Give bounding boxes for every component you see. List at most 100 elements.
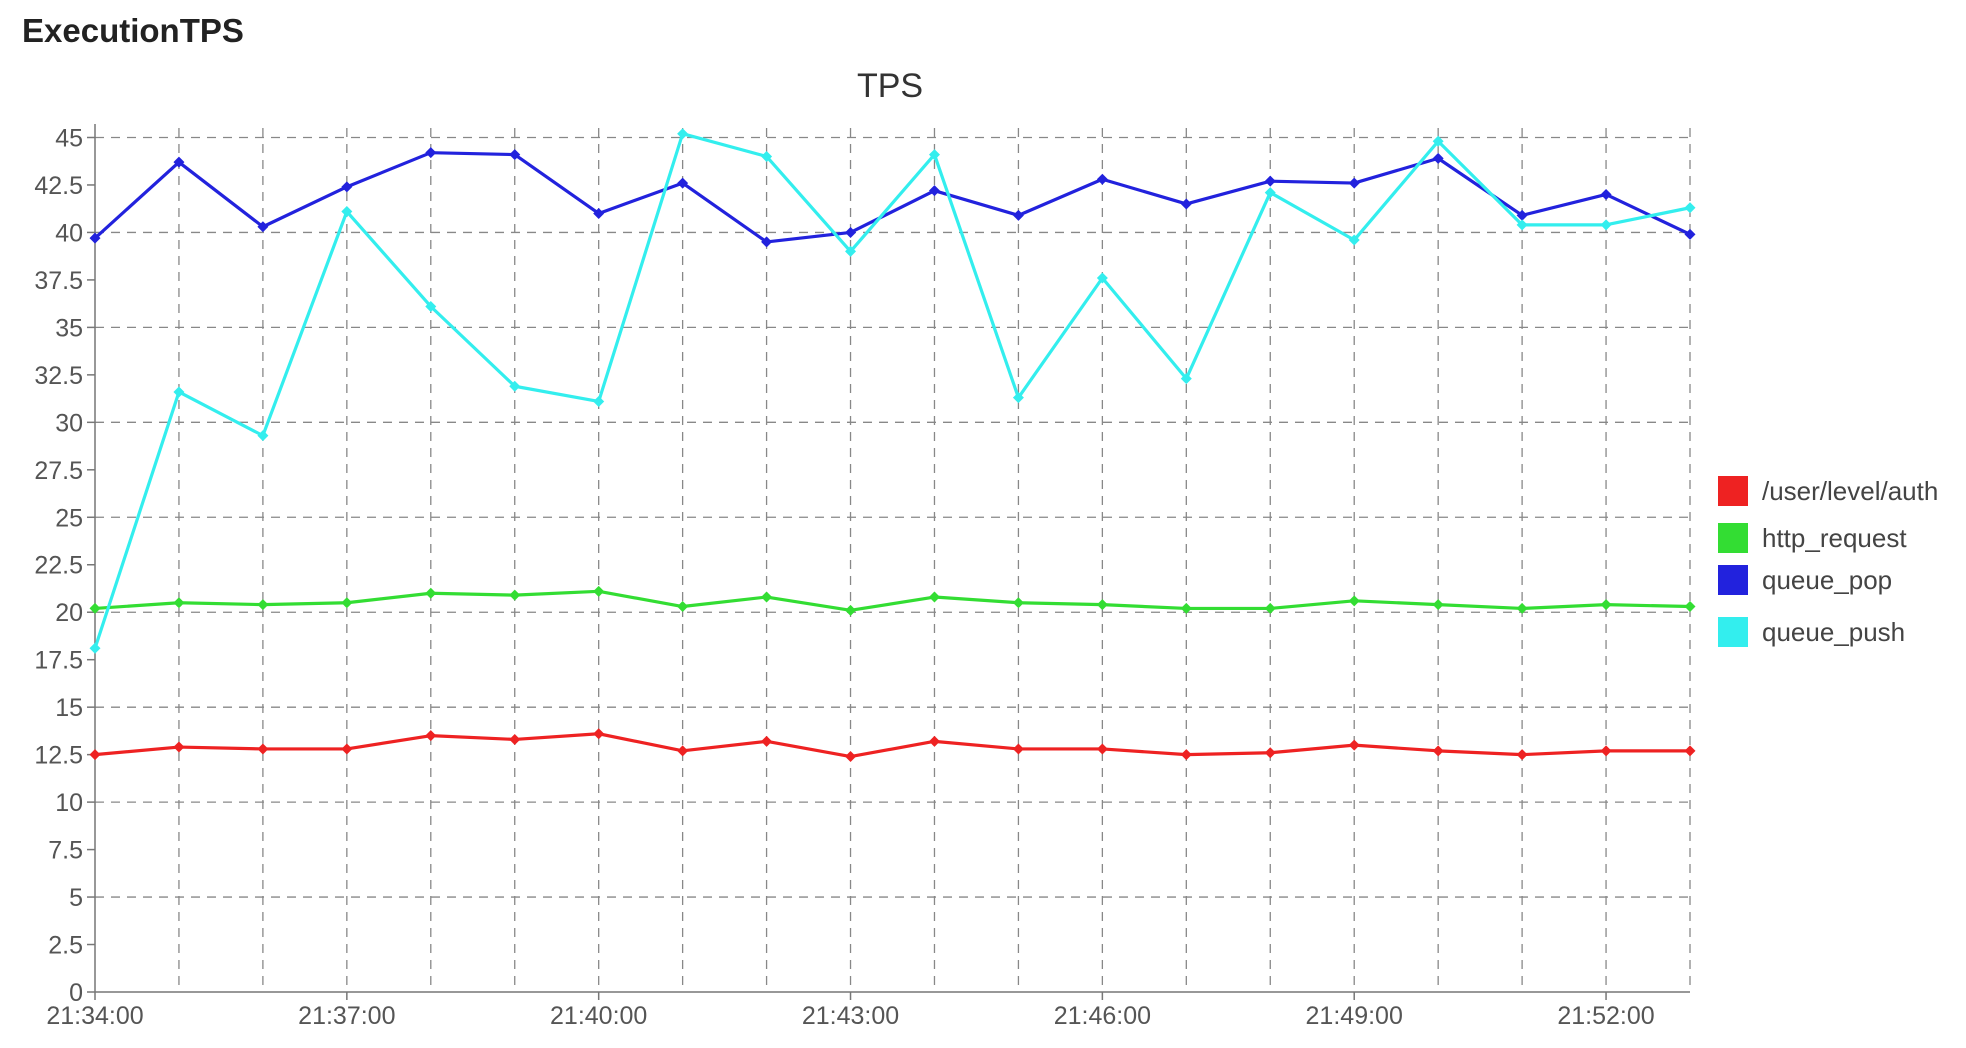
series-point bbox=[509, 589, 521, 601]
y-tick-label: 2.5 bbox=[48, 932, 83, 960]
legend-label: queue_push bbox=[1762, 617, 1905, 647]
series-point bbox=[173, 156, 185, 168]
series-point bbox=[761, 236, 773, 248]
y-tick-label: 35 bbox=[55, 314, 83, 342]
series-point bbox=[1096, 599, 1108, 611]
series-point bbox=[341, 743, 353, 755]
series-point bbox=[1012, 392, 1024, 404]
series-point bbox=[1684, 601, 1696, 613]
legend-swatch bbox=[1718, 476, 1748, 506]
series-point bbox=[677, 601, 689, 613]
series-point bbox=[1348, 177, 1360, 189]
series-point bbox=[425, 300, 437, 312]
series-line-2 bbox=[93, 151, 1691, 244]
series-point bbox=[1348, 595, 1360, 607]
series-point bbox=[341, 597, 353, 609]
series-point bbox=[593, 395, 605, 407]
series-point bbox=[1432, 745, 1444, 757]
series-point bbox=[593, 585, 605, 597]
series-line-1 bbox=[94, 589, 1691, 612]
x-axis-ticks: 21:34:00 21:37:00 21:40:00 21:43:00 21:46:00… bbox=[46, 992, 1655, 1030]
x-tick-label: 21:49:00 bbox=[1306, 1002, 1403, 1030]
series-point bbox=[1684, 745, 1696, 757]
series-point bbox=[677, 177, 689, 189]
series-point bbox=[425, 730, 437, 742]
series-point bbox=[509, 380, 521, 392]
y-tick-label: 10 bbox=[55, 789, 83, 817]
series-point bbox=[1180, 198, 1192, 210]
series-point bbox=[1180, 602, 1192, 614]
series-point bbox=[845, 604, 857, 616]
x-tick-label: 21:46:00 bbox=[1054, 1002, 1151, 1030]
y-tick-label: 27.5 bbox=[34, 457, 83, 485]
series-line-0 bbox=[94, 732, 1690, 759]
y-tick-label: 0 bbox=[69, 979, 83, 1007]
y-tick-label: 5 bbox=[69, 884, 83, 912]
series-point bbox=[1432, 135, 1444, 147]
y-axis-ticks: 0 2.5 5 7.5 10 12.5 15 17.5 20 22.5 25 27.5 30 32.5 35… bbox=[34, 124, 95, 1007]
y-tick-label: 40 bbox=[55, 219, 83, 247]
series-line-3 bbox=[93, 132, 1691, 649]
series-point bbox=[1180, 749, 1192, 761]
series-point bbox=[928, 149, 940, 161]
page-title: ExecutionTPS bbox=[22, 12, 244, 49]
series-point bbox=[845, 245, 857, 257]
legend-swatch bbox=[1718, 565, 1748, 595]
series-point bbox=[761, 150, 773, 162]
legend-label: http_request bbox=[1762, 523, 1907, 553]
series-point bbox=[1264, 747, 1276, 759]
series-point bbox=[593, 207, 605, 219]
y-tick-label: 37.5 bbox=[34, 267, 83, 295]
series-point bbox=[1264, 175, 1276, 187]
series-point bbox=[1432, 599, 1444, 611]
legend-label: queue_pop bbox=[1762, 565, 1892, 595]
series-point bbox=[761, 735, 773, 747]
y-tick-label: 30 bbox=[55, 409, 83, 437]
series-point bbox=[1264, 187, 1276, 199]
y-tick-label: 15 bbox=[55, 694, 83, 722]
series-point bbox=[257, 430, 269, 442]
legend: /user/level/auth http_request queue_popque… bbox=[1718, 476, 1938, 647]
series-point bbox=[1600, 599, 1612, 611]
series-point bbox=[1432, 152, 1444, 164]
y-tick-label: 25 bbox=[55, 504, 83, 532]
series-point bbox=[1012, 743, 1024, 755]
series-point bbox=[89, 749, 101, 761]
y-tick-label: 42.5 bbox=[34, 172, 83, 200]
series-point bbox=[1516, 219, 1528, 231]
series-point bbox=[1600, 745, 1612, 757]
axes bbox=[94, 124, 1690, 993]
series-point bbox=[1516, 602, 1528, 614]
series-point bbox=[1264, 602, 1276, 614]
legend-swatch bbox=[1718, 523, 1748, 553]
series-point bbox=[257, 599, 269, 611]
series-point bbox=[173, 741, 185, 753]
series-point bbox=[89, 642, 101, 654]
series-point bbox=[1600, 219, 1612, 231]
series bbox=[89, 128, 1696, 763]
series-point bbox=[1012, 209, 1024, 221]
series-point bbox=[1096, 272, 1108, 284]
series-point bbox=[425, 587, 437, 599]
x-tick-label: 21:37:00 bbox=[298, 1002, 395, 1030]
series-point bbox=[845, 751, 857, 763]
y-tick-label: 20 bbox=[55, 599, 83, 627]
x-tick-label: 21:34:00 bbox=[46, 1002, 143, 1030]
series-point bbox=[425, 147, 437, 159]
series-point bbox=[257, 743, 269, 755]
series-point bbox=[928, 591, 940, 603]
y-tick-label: 32.5 bbox=[34, 362, 83, 390]
series-point bbox=[1012, 597, 1024, 609]
series-point bbox=[1684, 228, 1696, 240]
x-tick-label: 21:52:00 bbox=[1557, 1002, 1654, 1030]
series-point bbox=[928, 735, 940, 747]
legend-label: /user/level/auth bbox=[1762, 476, 1938, 506]
series-point bbox=[1096, 743, 1108, 755]
series-point bbox=[593, 728, 605, 740]
chart-title: TPS bbox=[857, 67, 923, 105]
x-tick-label: 21:43:00 bbox=[802, 1002, 899, 1030]
y-tick-label: 45 bbox=[55, 124, 83, 152]
series-point bbox=[173, 597, 185, 609]
series-point bbox=[89, 602, 101, 614]
grid bbox=[95, 128, 1691, 992]
